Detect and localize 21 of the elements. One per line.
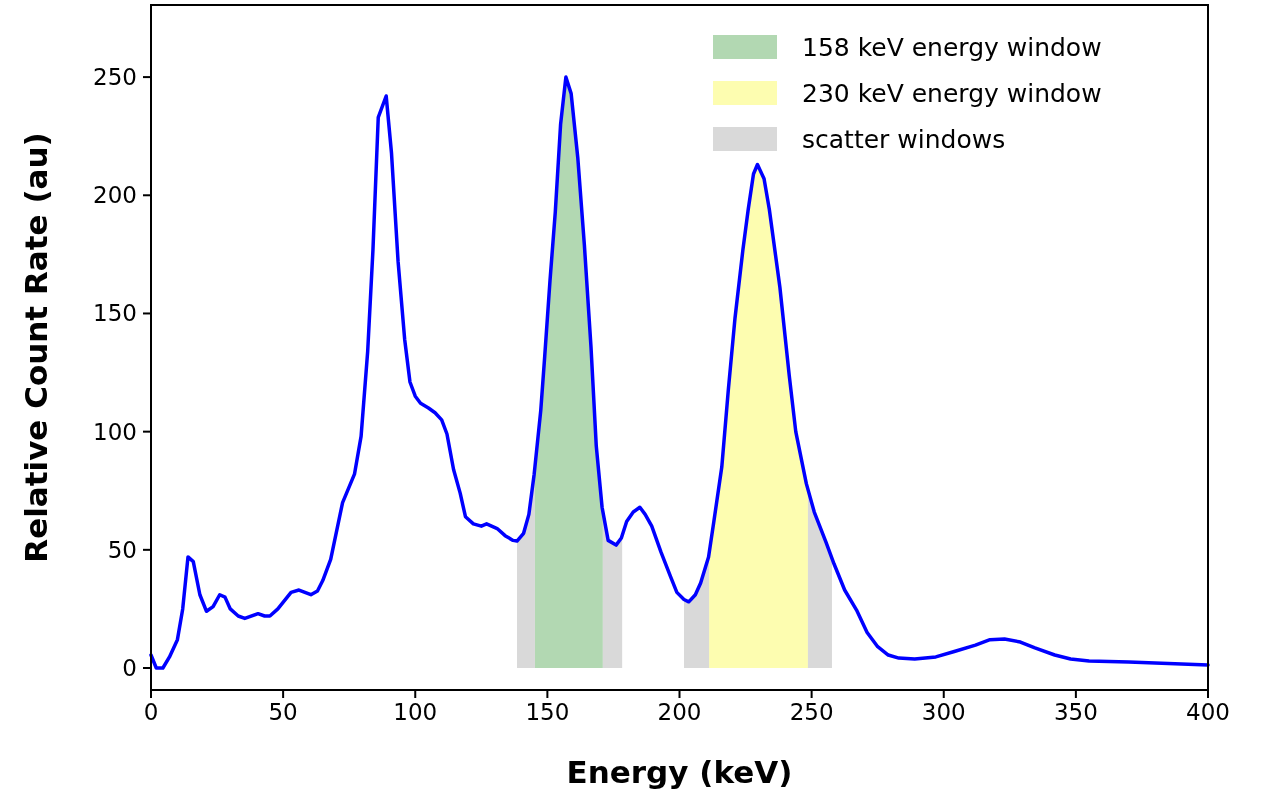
- y-tick-label: 50: [107, 536, 137, 563]
- x-axis-title: Energy (keV): [566, 754, 793, 790]
- line-series: [149, 75, 1210, 670]
- y-tick-label: 200: [93, 182, 137, 209]
- y-tick-label: 150: [93, 300, 137, 327]
- x-tick-label: 100: [393, 699, 438, 725]
- x-tick-label: 200: [657, 699, 702, 725]
- x-tick-label: 50: [268, 699, 298, 725]
- legend-label: 230 keV energy window: [802, 78, 1102, 108]
- x-tick-label: 150: [525, 699, 570, 725]
- y-axis-title: Relative Count Rate (au): [18, 132, 54, 563]
- legend-label: scatter windows: [802, 124, 1006, 154]
- y-tick-label: 0: [122, 655, 137, 682]
- x-tick-label: 0: [143, 699, 159, 725]
- x-tick-label: 300: [921, 699, 966, 725]
- x-tick-label: 400: [1186, 699, 1230, 725]
- x-tick-label: 250: [789, 699, 834, 725]
- y-tick-label: 250: [93, 64, 137, 91]
- y-tick-label: 100: [93, 418, 137, 445]
- legend-label: 158 keV energy window: [802, 32, 1102, 62]
- x-tick-label: 350: [1053, 699, 1098, 725]
